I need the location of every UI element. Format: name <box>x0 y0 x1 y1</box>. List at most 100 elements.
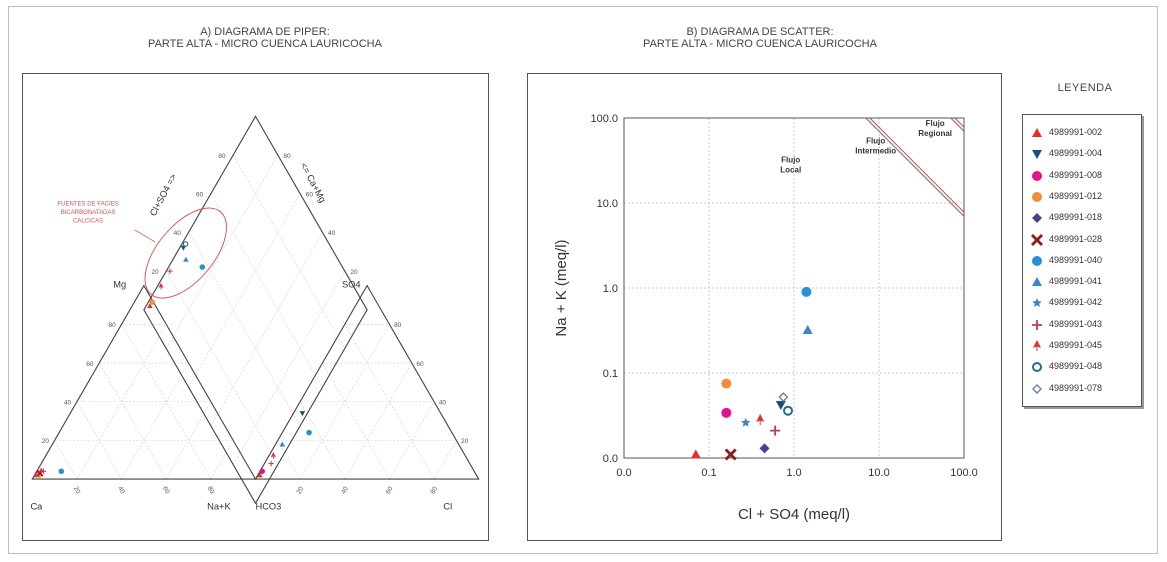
scatter-point <box>770 426 780 436</box>
anion-triangle <box>256 286 479 479</box>
zone-label-line1: Flujo <box>866 137 885 146</box>
piper-anion-point <box>279 441 285 446</box>
diamond-camg-tick: 20 <box>350 269 358 276</box>
anion-cl-tick: 40 <box>340 485 350 495</box>
piper-anion-point <box>272 453 275 459</box>
legend-marker <box>1033 363 1041 371</box>
piper-anion-point <box>300 411 306 416</box>
piper-anion-point <box>306 430 312 436</box>
piper-diamond-point <box>149 299 155 305</box>
zone-label-line2: Local <box>780 165 801 174</box>
piper-title-line2: PARTE ALTA - MICRO CUENCA LAURICOCHA <box>30 38 500 50</box>
scatter-point <box>721 379 731 389</box>
piper-title-line1: A) DIAGRAMA DE PIPER: <box>30 26 500 38</box>
nak-label: Na+K <box>207 502 231 512</box>
legend-marker <box>1032 235 1042 245</box>
legend-item-label: 4989991-040 <box>1049 252 1102 268</box>
zone-label-line1: Flujo <box>926 119 945 128</box>
diamond-camg-tick: 60 <box>306 192 314 199</box>
x-tick-label: 10.0 <box>868 467 889 479</box>
legend-item: 4989991-078 <box>1031 380 1139 396</box>
legend: 4989991-002 4989991-004 4989991-008 4989991… <box>1022 114 1142 407</box>
legend-item-label: 4989991-018 <box>1049 209 1102 225</box>
x-tick-label: 0.1 <box>701 467 716 479</box>
scatter-point <box>803 325 813 334</box>
ring-marker-icon <box>1031 361 1043 373</box>
anion-cl-tick: 80 <box>429 485 439 495</box>
scatter-title: B) DIAGRAMA DE SCATTER: PARTE ALTA - MIC… <box>545 26 975 50</box>
annotation-line2: BICARBONATADAS <box>61 210 116 216</box>
piper-diamond-point <box>159 284 162 290</box>
legend-marker <box>1032 150 1042 159</box>
scatter-point <box>691 449 701 458</box>
circle-marker-icon <box>1031 255 1043 267</box>
legend-marker <box>1032 213 1042 223</box>
piper-panel: 20 20 20 20 20 20 40 40 40 40 40 40 60 60 60 60 60 60 80 80… <box>22 73 489 541</box>
circle-marker-icon <box>1031 170 1043 182</box>
zone-label-line2: Intermedio <box>855 147 896 156</box>
legend-item: 4989991-043 <box>1031 316 1139 332</box>
scatter-title-line1: B) DIAGRAMA DE SCATTER: <box>545 26 975 38</box>
scatter-point <box>721 408 731 418</box>
cation-mg-tick: 40 <box>64 400 72 407</box>
plus-marker-icon <box>1031 319 1043 331</box>
legend-item-label: 4989991-008 <box>1049 167 1102 183</box>
y-axis-label: Na + K (meq/l) <box>553 239 570 336</box>
legend-item: 4989991-041 <box>1031 273 1139 289</box>
scatter-point <box>760 443 770 453</box>
legend-marker <box>1032 192 1042 202</box>
facies-ellipse <box>130 194 242 313</box>
piper-anion-point <box>268 461 274 467</box>
legend-title: LEYENDA <box>1030 82 1140 94</box>
scatter-point <box>779 393 787 401</box>
legend-item-label: 4989991-045 <box>1049 337 1102 353</box>
scatter-point <box>741 418 751 427</box>
mg-label: Mg <box>113 279 126 289</box>
diamond-clso4-tick: 60 <box>196 192 204 199</box>
piper-anion-point <box>259 469 265 475</box>
scatter-chart: 0.00.00.10.11.01.010.010.0100.0100.0 Flu… <box>528 74 1001 540</box>
flow-boundary-lines <box>866 118 968 216</box>
anion-cl-tick: 20 <box>296 485 306 495</box>
diamond-clso4-tick: 80 <box>218 153 226 160</box>
diamond-clso4-tick: 20 <box>151 269 159 276</box>
annotation-line1: FUENTES DE FACIES <box>57 202 118 208</box>
cation-nak-tick: 80 <box>206 485 216 495</box>
circle-marker-icon <box>1031 191 1043 203</box>
diamond-small-marker-icon <box>1031 383 1043 395</box>
legend-item: 4989991-008 <box>1031 167 1139 183</box>
triangle-marker-icon <box>1031 127 1043 139</box>
legend-item-label: 4989991-048 <box>1049 358 1102 374</box>
x-tick-label: 100.0 <box>950 467 978 479</box>
cation-mg-tick: 80 <box>109 322 117 329</box>
legend-item: 4989991-018 <box>1031 209 1139 225</box>
legend-marker <box>1032 128 1042 137</box>
piper-cation-point <box>59 469 65 475</box>
so4-label: SO4 <box>342 279 361 289</box>
legend-item: 4989991-042 <box>1031 294 1139 310</box>
legend-marker <box>1032 256 1042 266</box>
pin-marker-icon <box>1031 340 1043 352</box>
cation-nak-tick: 20 <box>72 485 82 495</box>
piper-title: A) DIAGRAMA DE PIPER: PARTE ALTA - MICRO… <box>30 26 500 50</box>
legend-item: 4989991-002 <box>1031 124 1139 140</box>
legend-item: 4989991-012 <box>1031 188 1139 204</box>
legend-marker <box>1032 298 1042 307</box>
anion-so4-tick: 60 <box>416 361 424 368</box>
ca-label: Ca <box>30 502 43 512</box>
cation-nak-tick: 40 <box>116 485 126 495</box>
clso4-axis-label: Cl+SO4 => <box>148 172 179 218</box>
legend-marker <box>1034 341 1040 351</box>
zone-label-line2: Regional <box>918 129 952 138</box>
cation-triangle <box>32 286 255 479</box>
legend-item-label: 4989991-078 <box>1049 380 1102 396</box>
legend-item-label: 4989991-043 <box>1049 316 1102 332</box>
diamond-clso4-tick: 40 <box>174 230 182 237</box>
anion-so4-tick: 40 <box>439 400 447 407</box>
cation-mg-tick: 60 <box>86 361 94 368</box>
piper-diamond-point <box>183 242 187 246</box>
scatter-point <box>801 287 811 297</box>
x-tick-label: 1.0 <box>786 467 801 479</box>
scatter-panel: 0.0 0.0 0.1 0.1 1.0 1.0 10.0 10.0 100.0 100.0 Flu… <box>527 73 1002 541</box>
